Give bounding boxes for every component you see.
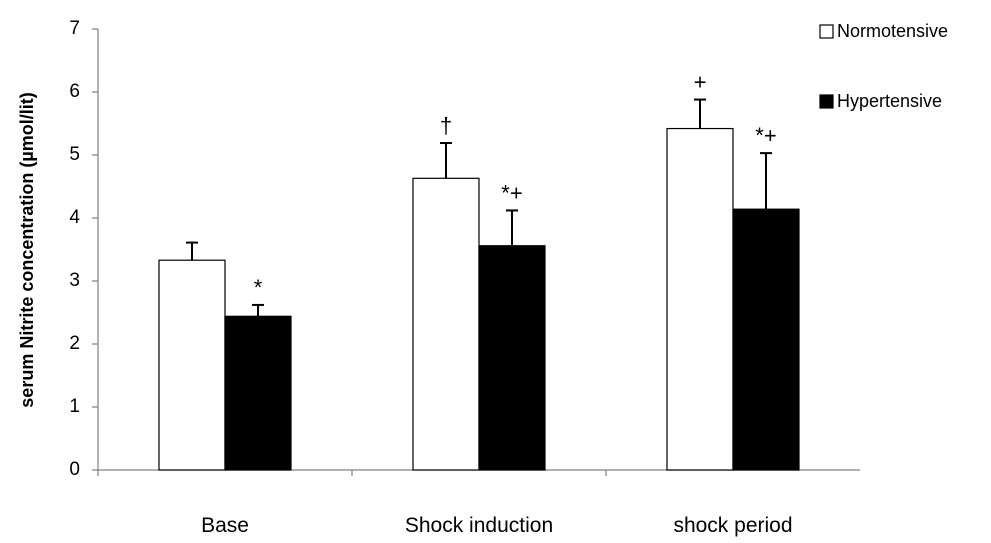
bar — [666, 127, 734, 471]
significance-marker: + — [694, 70, 707, 95]
x-category-label: shock period — [673, 514, 792, 537]
y-tick-label: 2 — [69, 333, 80, 354]
significance-marker: *+ — [501, 180, 522, 205]
y-tick-label: 0 — [69, 459, 80, 480]
legend-swatch — [819, 24, 834, 39]
bar — [412, 177, 480, 471]
significance-marker: *+ — [755, 123, 776, 148]
significance-marker: † — [440, 113, 452, 138]
legend-label: Normotensive — [837, 21, 948, 41]
legend-label: Hypertensive — [837, 91, 942, 111]
y-tick-label: 7 — [69, 18, 80, 39]
y-tick-label: 3 — [69, 270, 80, 291]
legend-swatch — [819, 94, 834, 109]
y-tick-label: 4 — [69, 207, 80, 228]
bars: * † *+ + *+ — [158, 70, 800, 471]
y-axis-label: serum Nitrite concentration (µmol/lit) — [17, 92, 37, 407]
legend: Normotensive Hypertensive — [819, 21, 948, 111]
y-tick-label: 1 — [69, 396, 80, 417]
y-tick-label: 6 — [69, 81, 80, 102]
y-tick-label: 5 — [69, 144, 80, 165]
bar — [224, 315, 292, 471]
x-category-label: Shock induction — [405, 514, 553, 537]
x-category-label: Base — [201, 514, 249, 537]
bar — [158, 259, 226, 471]
bar — [478, 245, 546, 471]
significance-marker: * — [254, 275, 263, 300]
bar — [732, 208, 800, 471]
